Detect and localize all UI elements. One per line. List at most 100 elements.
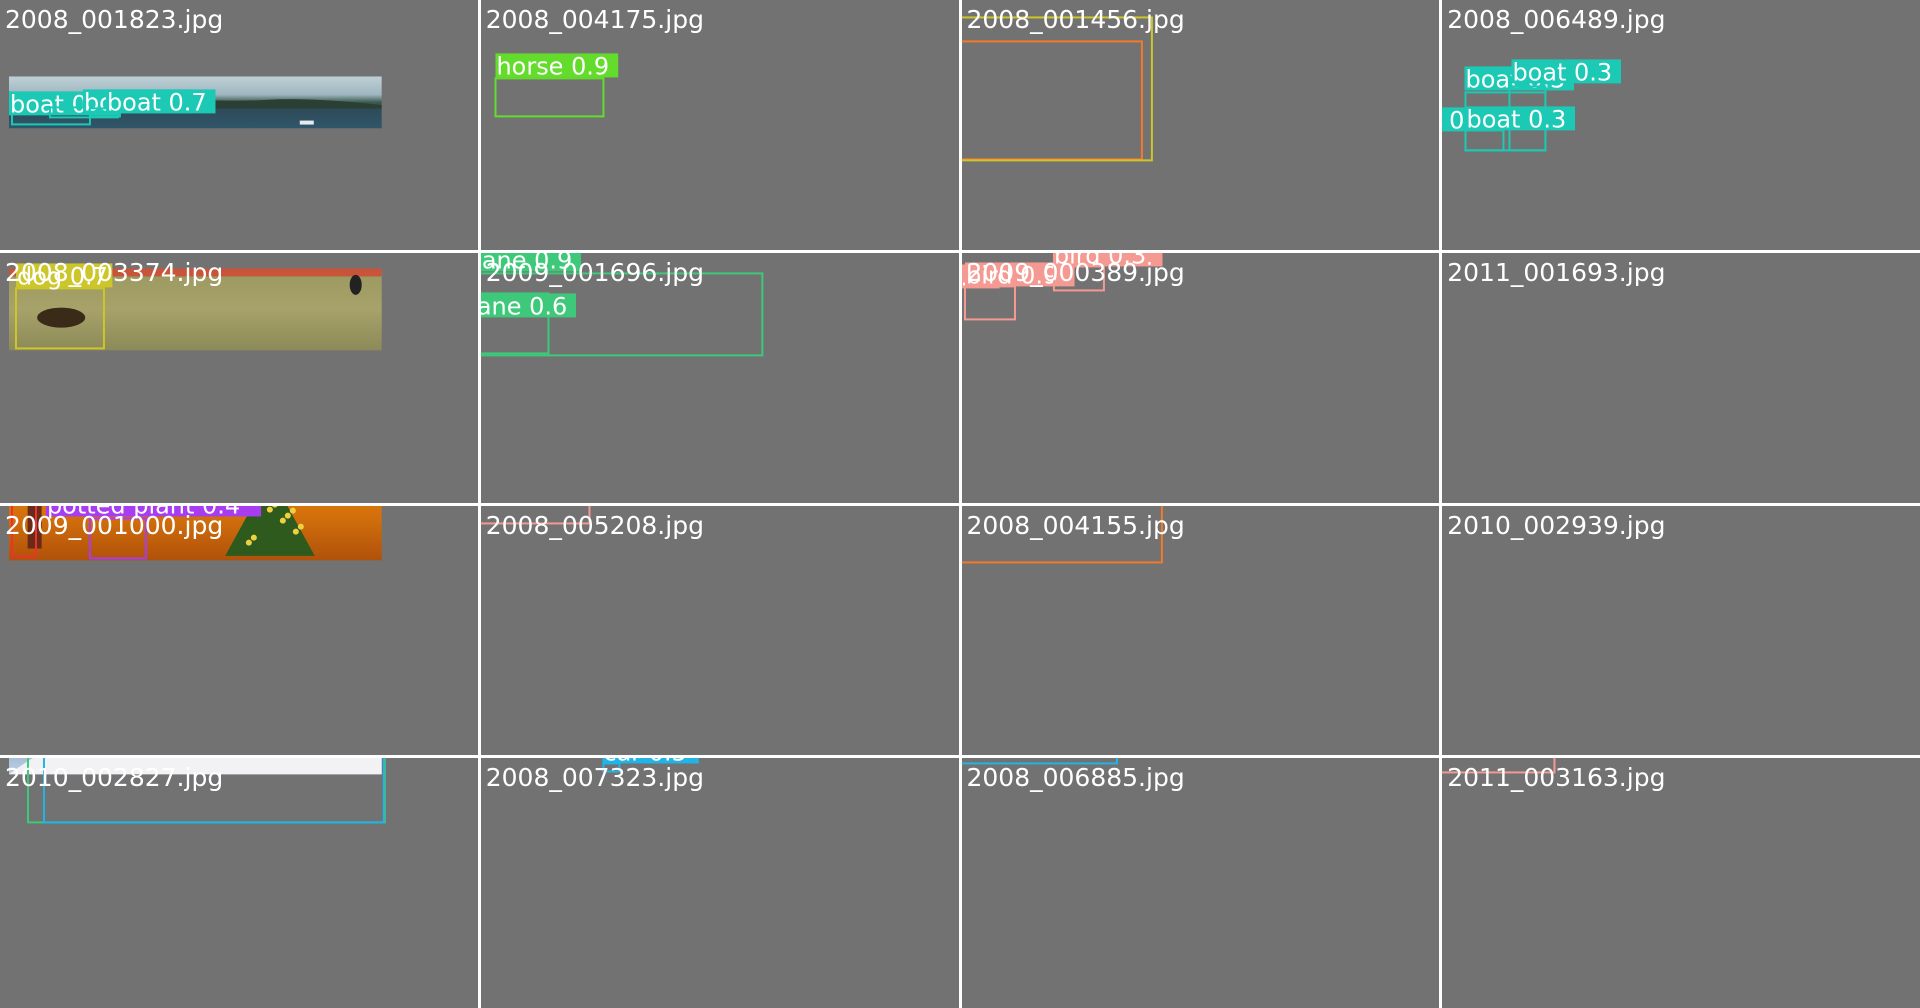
detection-label: boat 0.3: [1467, 105, 1567, 133]
detection-score: 0.5: [649, 758, 687, 766]
image-filename: 2008_004175.jpg: [485, 5, 704, 34]
detection-score: 0.9: [534, 253, 572, 274]
tile-canvas: dog 0.7: [8, 262, 382, 351]
detection-label: potted plant 0.4: [47, 506, 240, 519]
image-tile: car 0.52008_007323.jpg: [480, 758, 959, 1008]
detection-box: [480, 292, 550, 355]
detection-label-bg: [495, 53, 618, 78]
image-filename: 2010_002939.jpg: [1447, 510, 1666, 540]
detection-label-bg: [1052, 252, 1162, 267]
detection-label: car 0.5: [603, 758, 686, 766]
image-filename: 2009_001696.jpg: [485, 257, 704, 287]
image-filename: 2008_001823.jpg: [5, 5, 224, 34]
detection-label-bg: [964, 262, 1075, 287]
detection-box: [88, 516, 147, 559]
detection-label-bg: [480, 252, 581, 272]
detection-label-bg: [480, 293, 576, 318]
detection-label-bg: [1465, 106, 1576, 131]
image-filename: 2008_006489.jpg: [1447, 5, 1666, 34]
tile-canvas: cat 0.9: [961, 505, 1163, 563]
detection-class: bird: [965, 261, 1012, 289]
detection-class: car: [603, 758, 641, 766]
tile-canvas: car 0.9: [961, 758, 1118, 765]
detection-score: 0.6: [529, 292, 567, 320]
detection-box: [1052, 265, 1105, 292]
image-filename: 2008_007323.jpg: [485, 763, 704, 793]
detection-class: potted plant: [47, 506, 194, 519]
tile-canvas: aeroplane 0.9aeroplane 0.6: [480, 252, 764, 357]
detection-box: [494, 77, 605, 118]
image-filename: 2009_001000.jpg: [5, 510, 224, 540]
detection-label: horse 0.9: [496, 52, 609, 80]
detection-box: [961, 758, 1118, 765]
detection-score: 0.3: [1528, 105, 1566, 133]
detection-box: [1442, 758, 1556, 774]
detection-label: aeroplane 0.6: [481, 292, 567, 320]
tile-canvas: horse 0.9: [494, 52, 618, 118]
detection-class: boat: [107, 88, 161, 116]
detection-score: 0.7: [169, 88, 207, 116]
detection-box: [961, 16, 1153, 162]
tile-canvas: person 0.3: [1442, 253, 1920, 503]
detection-label-bg: [602, 758, 699, 764]
image-filename: 2010_002827.jpg: [5, 763, 224, 793]
image-tile: person 0.8tv/monitor 0.6potted plant 0.4…: [0, 505, 478, 756]
detection-label: bird 0.9: [965, 261, 1057, 289]
detection-class: bird: [1053, 253, 1100, 269]
tile-canvas: car 0.5: [602, 758, 699, 773]
detection-label: boat 0.7: [107, 88, 207, 116]
tile-canvas: aeroplane 0.4car: [8, 758, 386, 824]
detection-score: 0.3: [1108, 253, 1146, 269]
image-tile: bird 0.62008_005208.jpg: [480, 505, 959, 756]
detection-label: boat 0.3: [1513, 58, 1613, 86]
image-filename: 2008_003374.jpg: [5, 257, 224, 287]
image-tile: aeroplane 0.4car2010_002827.jpg: [0, 758, 478, 1008]
detection-label-bg: [45, 505, 262, 516]
tile-canvas: bird 0.8: [1442, 758, 1556, 774]
detection-box: [10, 505, 37, 557]
detection-class: aeroplane: [481, 253, 526, 274]
image-filename: 2008_004155.jpg: [966, 510, 1185, 540]
detection-box: [42, 758, 385, 824]
image-filename: 2008_006885.jpg: [966, 763, 1185, 793]
detection-label: bird 0.3: [1053, 253, 1145, 269]
detection-class: boat: [1513, 58, 1567, 86]
detection-box: [14, 287, 105, 350]
tile-canvas: cat 0.6dog 0.3: [961, 16, 1153, 162]
detection-score: 0.9: [571, 52, 609, 80]
tile-canvas: boat 0.4boat 0.6boat 0.7: [8, 76, 382, 129]
image-filename: 2008_001456.jpg: [966, 5, 1185, 34]
image-tile: boat 0.4boat 0.6boat 0.7 2008_001823.jpg: [0, 0, 478, 250]
image-tile: person 0.32011_001693.jpg: [1442, 252, 1920, 503]
detection-label-bg: [1511, 59, 1622, 84]
detection-box: [961, 40, 1143, 161]
detection-box: [480, 505, 591, 524]
image-tile: aeroplane 0.9aeroplane 0.62009_001696.jp…: [480, 252, 959, 503]
detection-label-bg: [105, 89, 216, 114]
detection-class: dog: [17, 262, 62, 290]
tile-canvas: [1442, 506, 1920, 756]
detection-label: aeroplane 0.9: [481, 253, 572, 274]
image-tile: bird 0.82011_003163.jpg: [1442, 758, 1920, 1008]
detection-class: boat: [1467, 105, 1521, 133]
detection-label: dog 0.7: [17, 262, 108, 290]
image-tile: dog 0.7 2008_003374.jpg: [0, 252, 478, 503]
image-filename: 2008_005208.jpg: [485, 510, 704, 540]
detection-class: boat: [1466, 65, 1520, 93]
image-filename: 2011_003163.jpg: [1447, 763, 1666, 793]
detection-label-bg: [15, 263, 113, 288]
detection-class: horse: [496, 52, 563, 80]
image-filename: 2009_000389.jpg: [966, 257, 1185, 287]
detection-score: 0.7: [70, 262, 108, 290]
detection-box: [480, 272, 764, 357]
photo-jet: [8, 758, 382, 775]
detection-box: [961, 505, 1163, 563]
